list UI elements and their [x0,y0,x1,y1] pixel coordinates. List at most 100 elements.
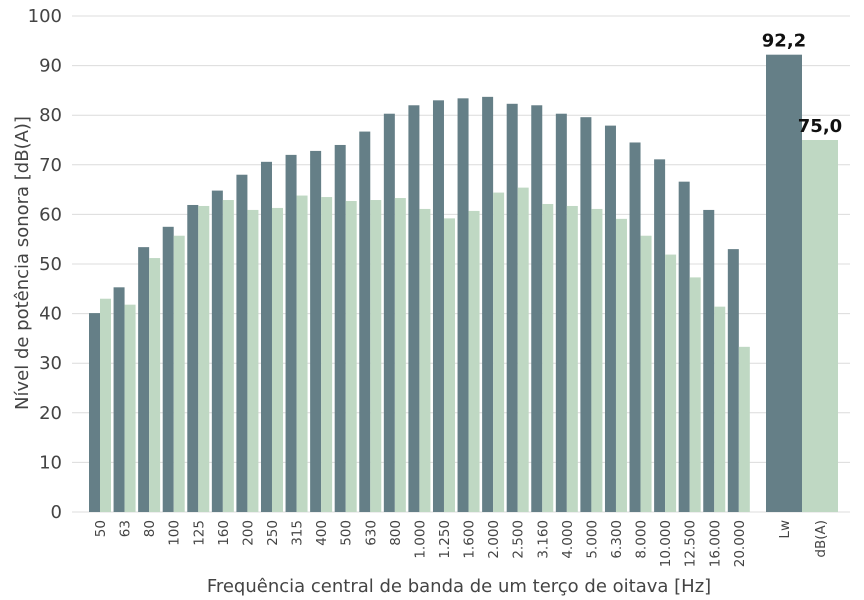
total-bar-1 [766,54,802,513]
x-tick-label: Lw [777,520,793,539]
y-tick-label: 20 [39,403,62,424]
x-tick-label: 10.000 [658,520,674,567]
bar-2.000-series-1 [482,96,494,513]
bar-63-series-2 [124,304,136,512]
bar-20.000-series-2 [738,346,750,512]
x-tick-label: 2.000 [486,520,502,559]
y-tick-label: 70 [39,155,62,176]
total-value-label: 92,2 [762,31,806,52]
bar-1.250-series-1 [432,100,444,512]
bar-250-series-1 [260,161,272,512]
x-tick-label: 125 [191,520,207,546]
bar-2.500-series-2 [517,187,529,512]
y-tick-label: 90 [39,56,62,77]
bar-200-series-1 [236,174,248,512]
y-tick-label: 0 [51,502,62,523]
bar-315-series-2 [296,195,308,512]
y-tick-label: 10 [39,452,62,473]
x-tick-label: 100 [167,520,183,546]
bar-50-series-1 [89,313,100,512]
x-tick-label: 200 [240,520,256,546]
x-tick-label: 6.300 [609,520,625,559]
bar-630-series-1 [359,131,371,512]
bar-800-series-1 [383,113,395,512]
total-bar-2 [802,140,838,512]
x-tick-label: 4.000 [560,520,576,559]
bar-125-series-1 [187,204,199,512]
x-tick-label: 500 [339,520,355,546]
bar-400-series-1 [310,150,322,513]
y-axis-ticks: 0 10 20 30 40 50 60 70 80 90 100 [28,6,62,523]
x-tick-label: 2.500 [511,520,527,559]
bar-12.500-series-1 [678,181,690,512]
x-tick-label: 1.000 [412,520,428,559]
bar-100-series-2 [173,235,185,512]
bar-16.000-series-2 [714,306,726,512]
y-tick-label: 40 [39,304,62,325]
x-tick-label: 8.000 [634,520,650,559]
bar-125-series-2 [198,205,210,512]
bar-63-series-1 [113,287,125,512]
x-tick-label: 1.600 [462,520,478,559]
x-tick-label: 50 [93,520,109,537]
y-tick-label: 60 [39,204,62,225]
x-tick-label: 5.000 [584,520,600,559]
y-tick-label: 50 [39,254,62,275]
bar-200-series-2 [247,209,259,512]
x-tick-label: 16.000 [707,520,723,567]
x-axis-title: Frequência central de banda de um terço … [207,576,711,597]
x-tick-label: 63 [118,520,134,537]
bar-2.500-series-1 [506,103,518,513]
bar-4.000-series-1 [555,113,567,512]
x-tick-label: 12.500 [683,520,699,567]
bar-16.000-series-1 [703,209,715,512]
bar-1.250-series-2 [443,218,455,513]
bar-500-series-2 [345,201,357,512]
x-tick-label: 160 [216,520,232,546]
x-tick-label: dB(A) [813,520,829,558]
total-value-label: 75,0 [798,116,842,137]
bar-2.000-series-2 [493,192,505,513]
bar-8.000-series-2 [640,235,652,512]
bar-1.000-series-1 [408,105,420,512]
bar-315-series-1 [285,154,297,512]
bar-8.000-series-1 [629,142,641,513]
bar-80-series-1 [138,247,150,513]
x-tick-label: 250 [265,520,281,546]
bar-10.000-series-2 [665,254,677,513]
bar-160-series-1 [211,190,223,513]
bar-50-series-2 [100,298,111,512]
bar-5.000-series-2 [591,208,603,512]
bar-1.000-series-2 [419,208,431,512]
bar-100-series-1 [162,226,174,513]
bar-160-series-2 [222,200,234,513]
y-tick-label: 30 [39,353,62,374]
bar-1.600-series-1 [457,98,469,512]
bar-6.300-series-2 [615,218,627,512]
total-bars: 92,2 75,0 [762,31,842,513]
bar-3.160-series-1 [531,105,543,512]
bars [89,96,750,513]
bar-500-series-1 [334,144,346,512]
bar-5.000-series-1 [580,117,592,513]
x-tick-label: 800 [388,520,404,546]
x-tick-label: 400 [314,520,330,546]
bar-250-series-2 [271,207,283,512]
bar-10.000-series-1 [654,159,666,512]
bar-630-series-2 [370,200,382,513]
x-tick-label: 20.000 [732,520,748,567]
bar-6.300-series-1 [604,125,616,512]
y-tick-label: 80 [39,105,62,126]
bar-4.000-series-2 [566,205,578,512]
bar-1.600-series-2 [468,210,480,513]
bar-12.500-series-2 [689,277,701,512]
x-tick-label: 1.250 [437,520,453,559]
x-tick-label: 3.160 [535,520,551,559]
x-tick-label: 630 [363,520,379,546]
x-tick-label: 80 [142,520,158,537]
bar-800-series-2 [394,198,406,513]
y-axis-title: Nível de potência sonora [dB(A)] [12,116,33,410]
bar-80-series-2 [149,258,161,512]
x-tick-label: 315 [290,520,306,546]
